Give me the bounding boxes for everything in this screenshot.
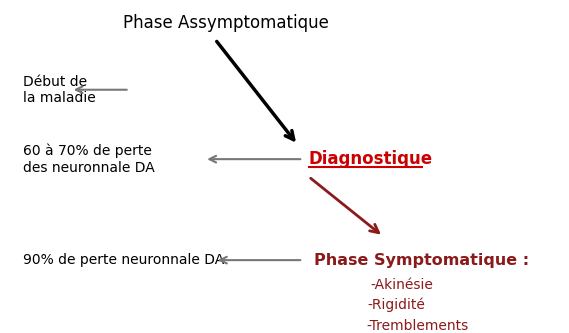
Text: Diagnostique: Diagnostique (308, 150, 432, 168)
Text: Début de
la maladie: Début de la maladie (23, 75, 96, 105)
Text: Phase Assymptomatique: Phase Assymptomatique (123, 14, 329, 33)
Text: 90% de perte neuronnale DA: 90% de perte neuronnale DA (23, 253, 224, 267)
Text: Phase Symptomatique :: Phase Symptomatique : (314, 253, 529, 268)
Text: 60 à 70% de perte
des neuronnale DA: 60 à 70% de perte des neuronnale DA (23, 144, 155, 174)
Text: -Tremblements: -Tremblements (367, 319, 469, 333)
Text: -Akinésie: -Akinésie (370, 278, 434, 292)
Text: -Rigidité: -Rigidité (368, 297, 426, 312)
